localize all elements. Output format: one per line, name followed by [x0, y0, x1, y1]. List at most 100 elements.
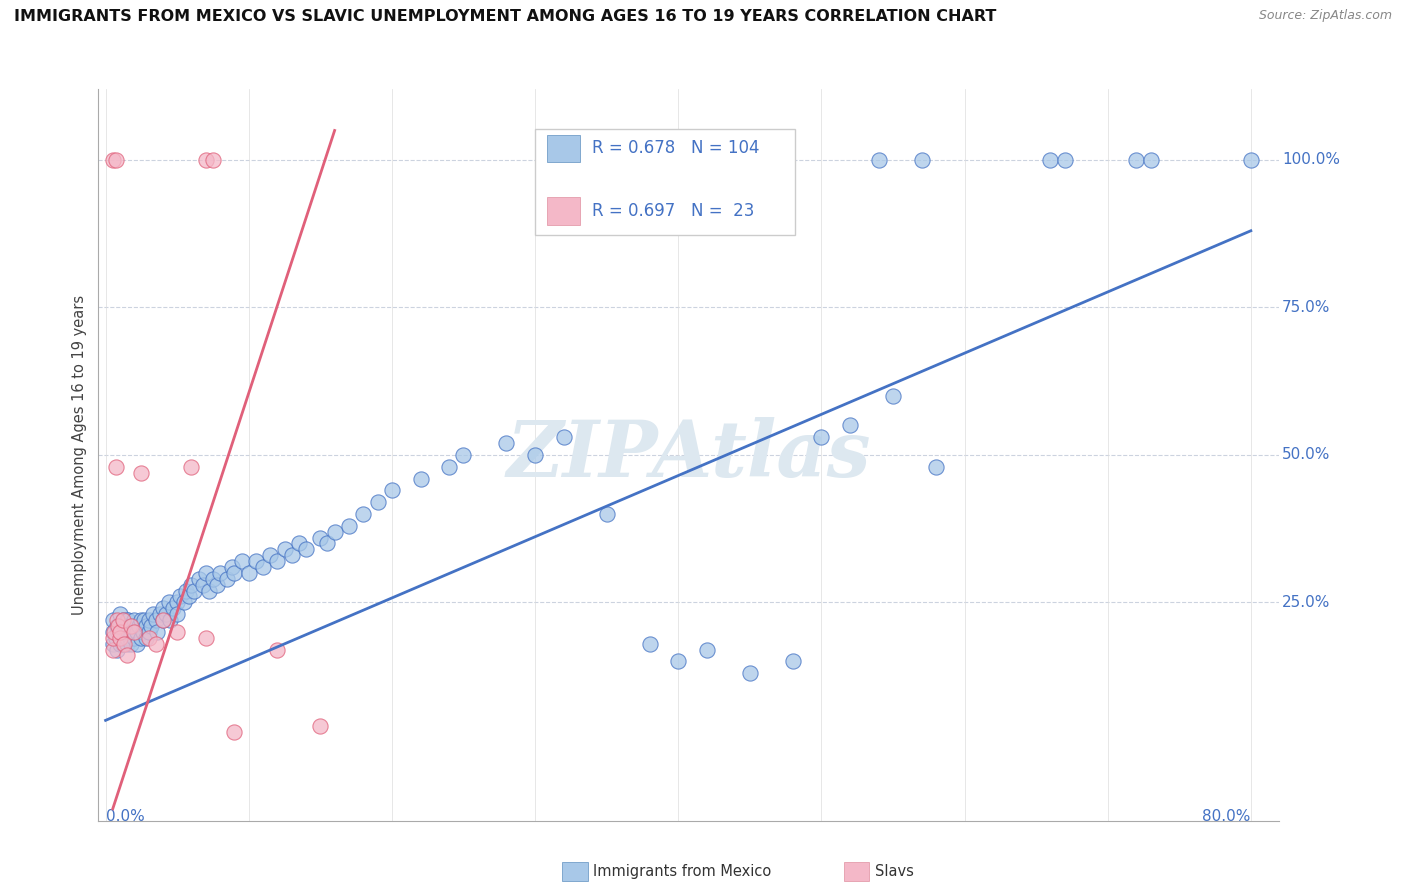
Point	[180, 459, 202, 474]
Point	[122, 613, 145, 627]
Point	[207, 577, 229, 591]
Point	[104, 459, 127, 474]
Point	[134, 613, 156, 627]
Point	[114, 624, 136, 639]
Point	[174, 583, 197, 598]
Point	[180, 577, 202, 591]
Point	[111, 613, 134, 627]
Point	[238, 566, 260, 580]
Text: ZIPAtlas: ZIPAtlas	[506, 417, 872, 493]
Point	[108, 624, 131, 639]
Point	[122, 619, 145, 633]
Point	[696, 642, 718, 657]
Point	[138, 624, 160, 639]
Point	[115, 637, 138, 651]
Point	[1125, 153, 1147, 167]
Text: 80.0%: 80.0%	[1202, 809, 1251, 824]
Text: 25.0%: 25.0%	[1282, 595, 1330, 610]
Point	[309, 531, 332, 545]
Point	[118, 631, 141, 645]
Point	[810, 430, 832, 444]
Point	[381, 483, 404, 498]
Point	[135, 631, 157, 645]
Point	[125, 624, 148, 639]
Point	[288, 536, 311, 550]
Y-axis label: Unemployment Among Ages 16 to 19 years: Unemployment Among Ages 16 to 19 years	[72, 295, 87, 615]
Point	[666, 654, 689, 668]
Point	[142, 607, 165, 622]
Point	[101, 637, 124, 651]
Point	[323, 524, 346, 539]
Text: Source: ZipAtlas.com: Source: ZipAtlas.com	[1258, 9, 1392, 22]
Point	[169, 590, 191, 604]
Point	[191, 577, 214, 591]
Point	[553, 430, 575, 444]
Point	[868, 153, 890, 167]
Point	[273, 542, 295, 557]
Point	[194, 566, 217, 580]
Text: R = 0.697   N =  23: R = 0.697 N = 23	[592, 202, 755, 219]
Point	[108, 619, 131, 633]
Point	[117, 613, 139, 627]
Text: IMMIGRANTS FROM MEXICO VS SLAVIC UNEMPLOYMENT AMONG AGES 16 TO 19 YEARS CORRELAT: IMMIGRANTS FROM MEXICO VS SLAVIC UNEMPLO…	[14, 9, 997, 24]
Point	[112, 637, 135, 651]
Point	[108, 624, 131, 639]
Point	[101, 613, 124, 627]
Point	[135, 619, 157, 633]
Text: 0.0%: 0.0%	[105, 809, 145, 824]
Point	[166, 607, 188, 622]
Point	[183, 583, 205, 598]
Point	[453, 448, 475, 462]
Point	[107, 624, 129, 639]
Point	[145, 637, 167, 651]
Text: Slavs: Slavs	[875, 864, 914, 879]
Point	[105, 613, 128, 627]
Point	[152, 613, 174, 627]
Point	[437, 459, 460, 474]
Point	[295, 542, 318, 557]
Point	[146, 624, 169, 639]
Point	[101, 153, 124, 167]
Text: Immigrants from Mexico: Immigrants from Mexico	[593, 864, 772, 879]
Point	[105, 619, 128, 633]
Point	[166, 624, 188, 639]
Point	[1039, 153, 1062, 167]
Point	[112, 619, 135, 633]
Point	[115, 613, 138, 627]
Point	[217, 572, 239, 586]
Point	[201, 572, 224, 586]
Point	[221, 560, 243, 574]
Point	[118, 619, 141, 633]
Point	[159, 613, 181, 627]
Point	[352, 507, 374, 521]
Point	[112, 631, 135, 645]
Point	[782, 654, 804, 668]
Point	[839, 418, 862, 433]
Point	[524, 448, 547, 462]
Point	[104, 153, 127, 167]
Point	[103, 624, 125, 639]
Point	[108, 631, 131, 645]
Point	[252, 560, 274, 574]
Point	[882, 389, 904, 403]
Bar	[547, 135, 581, 162]
Point	[152, 601, 174, 615]
Point	[125, 637, 148, 651]
Point	[309, 719, 332, 733]
Point	[201, 153, 224, 167]
Point	[1053, 153, 1076, 167]
Point	[194, 631, 217, 645]
Point	[1240, 153, 1263, 167]
Point	[337, 518, 360, 533]
Point	[105, 642, 128, 657]
Point	[145, 613, 167, 627]
Point	[108, 631, 131, 645]
Point	[131, 466, 153, 480]
Point	[132, 624, 155, 639]
Point	[162, 601, 184, 615]
Point	[115, 619, 138, 633]
Point	[157, 595, 180, 609]
Point	[149, 607, 172, 622]
Point	[131, 613, 153, 627]
Point	[111, 613, 134, 627]
